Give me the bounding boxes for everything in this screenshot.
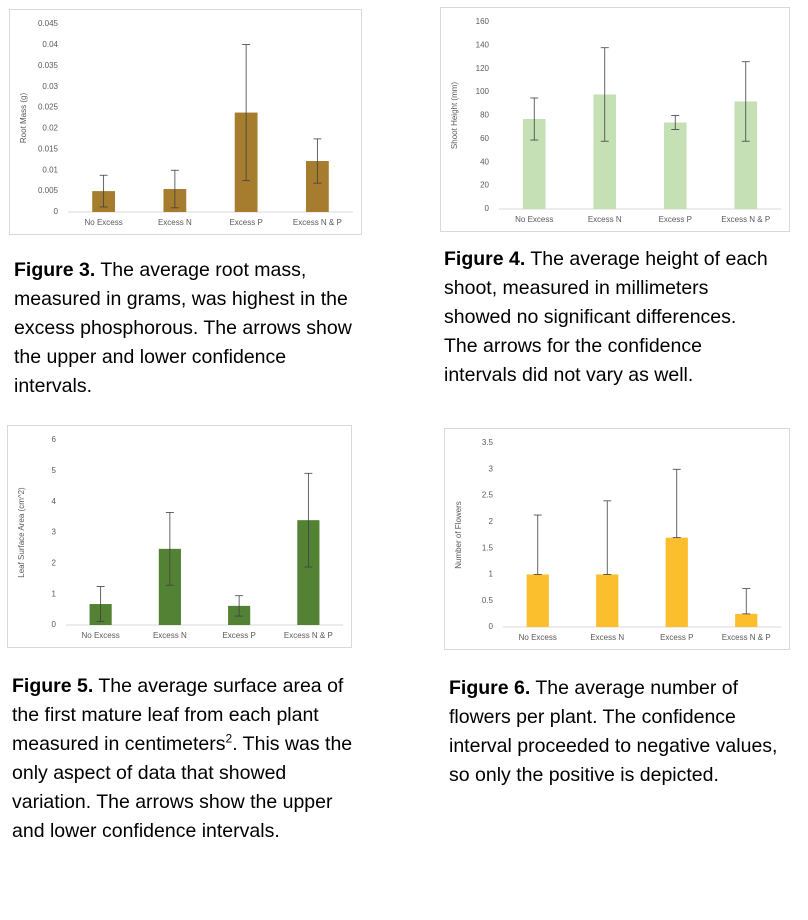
caption-text: . This was the only aspect of data that …: [12, 733, 353, 842]
x-tick-label: Excess P: [659, 215, 692, 224]
y-tick-label: 1: [489, 570, 494, 579]
x-tick-label: Excess N: [153, 631, 187, 640]
y-tick-label: 2.5: [482, 491, 494, 500]
y-tick-label: 0.045: [38, 19, 59, 28]
y-tick-label: 60: [480, 134, 489, 143]
chart: Shoot Height (mm) 0 20 40 60 80 100 120 140 160 No…: [440, 7, 790, 232]
bar: [665, 537, 688, 627]
y-tick-label: 100: [476, 87, 490, 96]
chart: Number of Flowers 0 0.5 1 1.5 2 2.5 3 3.5 No Exce…: [444, 428, 790, 650]
y-tick-label: 80: [480, 111, 489, 120]
y-tick-label: 0.03: [42, 82, 58, 91]
y-tick-label: 0.035: [38, 61, 59, 70]
caption: Figure 6. The average number of flowers …: [449, 674, 794, 790]
bar: [663, 122, 687, 209]
bar: [596, 574, 619, 627]
x-tick-label: Excess N: [588, 215, 622, 224]
bar: [305, 161, 329, 212]
y-tick-label: 0.04: [42, 40, 58, 49]
y-tick-label: 3.5: [482, 438, 494, 447]
x-tick-label: No Excess: [85, 218, 123, 227]
y-tick-label: 0: [54, 207, 59, 216]
y-tick-label: 140: [476, 40, 490, 49]
y-tick-label: 3: [489, 464, 494, 473]
caption-label: Figure 3.: [14, 259, 96, 281]
caption: Figure 4. The average height of each sho…: [444, 245, 774, 390]
y-tick-label: 0: [52, 620, 57, 629]
y-tick-label: 160: [476, 17, 490, 26]
y-tick-label: 0.01: [42, 165, 58, 174]
caption-label: Figure 5.: [12, 675, 94, 697]
caption-text: The average surface area of the first ma…: [12, 675, 344, 755]
x-tick-label: Excess P: [222, 631, 255, 640]
chart: Leaf Surface Area (cm^2) 0 1 2 3 4 5 6 No Excess…: [7, 425, 352, 648]
x-tick-label: Excess N: [590, 633, 624, 642]
y-axis-title: Shoot Height (mm): [450, 82, 459, 149]
caption: Figure 3. The average root mass, measure…: [14, 256, 354, 401]
caption-label: Figure 4.: [444, 248, 526, 270]
x-tick-label: Excess N: [158, 218, 192, 227]
caption-superscript: 2: [225, 731, 233, 746]
y-tick-label: 1: [52, 589, 57, 598]
y-axis-title: Leaf Surface Area (cm^2): [17, 487, 26, 578]
y-tick-label: 0.015: [38, 144, 59, 153]
bar: [297, 520, 320, 625]
y-tick-label: 20: [480, 181, 489, 190]
bar: [526, 574, 549, 627]
caption-text: The average height of each shoot, measur…: [444, 248, 768, 386]
y-axis-title: Number of Flowers: [454, 501, 463, 569]
y-tick-label: 0.02: [42, 124, 58, 133]
x-tick-label: Excess P: [229, 218, 262, 227]
y-tick-label: 1.5: [482, 543, 494, 552]
y-tick-label: 0: [485, 204, 490, 213]
bar: [158, 548, 181, 625]
x-tick-label: No Excess: [82, 631, 120, 640]
caption-text: The average number of flowers per plant.…: [449, 677, 778, 786]
y-axis-title: Root Mass (g): [19, 93, 28, 144]
y-tick-label: 4: [52, 497, 57, 506]
y-tick-label: 0.025: [38, 103, 59, 112]
chart: Root Mass (g) 0 0.005 0.01 0.015 0.02 0.025 0.0…: [9, 9, 362, 235]
x-tick-label: Excess N & P: [284, 631, 333, 640]
y-tick-label: 40: [480, 157, 489, 166]
y-tick-label: 0.005: [38, 186, 59, 195]
y-tick-label: 3: [52, 528, 57, 537]
bar: [593, 94, 617, 209]
y-tick-label: 2: [489, 517, 494, 526]
y-tick-label: 5: [52, 466, 57, 475]
bar: [522, 119, 546, 209]
caption-text: The average root mass, measured in grams…: [14, 259, 352, 397]
caption-label: Figure 6.: [449, 677, 531, 699]
caption: Figure 5. The average surface area of th…: [12, 672, 357, 846]
x-tick-label: Excess N & P: [721, 215, 770, 224]
y-tick-label: 0: [489, 622, 494, 631]
bar: [735, 613, 758, 627]
y-tick-label: 2: [52, 558, 57, 567]
y-tick-label: 120: [476, 64, 490, 73]
y-tick-label: 6: [52, 435, 57, 444]
x-tick-label: Excess P: [660, 633, 693, 642]
bar: [734, 101, 758, 209]
x-tick-label: No Excess: [515, 215, 553, 224]
x-tick-label: Excess N & P: [722, 633, 771, 642]
y-tick-label: 0.5: [482, 596, 494, 605]
x-tick-label: Excess N & P: [293, 218, 342, 227]
x-tick-label: No Excess: [519, 633, 557, 642]
